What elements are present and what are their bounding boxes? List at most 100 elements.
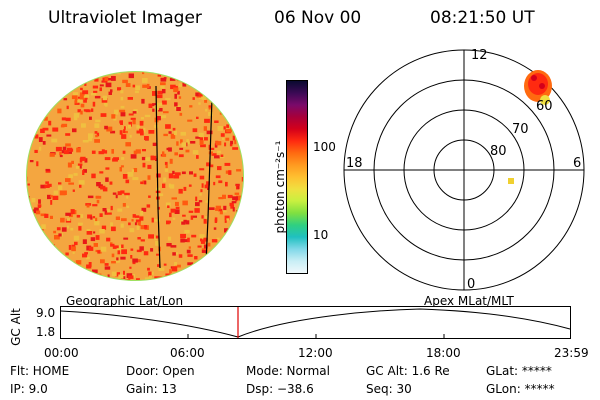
mlat-label-70: 70 — [512, 122, 529, 137]
speckle-pixel — [152, 91, 157, 96]
speckle-pixel — [229, 143, 233, 147]
speckle-pixel — [136, 278, 140, 280]
speckle-pixel — [51, 74, 57, 80]
speckle-pixel — [120, 223, 124, 228]
speckle-pixel — [49, 215, 53, 219]
speckle-pixel — [49, 153, 55, 157]
speckle-pixel — [59, 190, 66, 196]
speckle-pixel — [111, 261, 116, 264]
speckle-pixel — [86, 264, 92, 269]
speckle-pixel — [151, 217, 154, 223]
speckle-pixel — [199, 234, 205, 239]
speckle-pixel — [82, 253, 88, 258]
speckle-pixel — [119, 120, 122, 124]
speckle-pixel — [147, 175, 151, 180]
speckle-pixel — [249, 111, 250, 115]
xtick-0600: 06:00 — [170, 346, 205, 360]
speckle-pixel — [56, 227, 61, 231]
speckle-pixel — [160, 77, 167, 82]
speckle-pixel — [208, 207, 215, 210]
speckle-pixel — [133, 168, 138, 173]
speckle-pixel — [134, 90, 139, 94]
speckle-pixel — [139, 283, 142, 284]
speckle-pixel — [205, 108, 208, 112]
ytick-1-8: 1.8 — [36, 325, 56, 339]
speckle-pixel — [40, 184, 46, 189]
speckle-pixel — [30, 262, 33, 266]
speckle-pixel — [59, 73, 62, 78]
speckle-pixel — [120, 190, 125, 194]
speckle-pixel — [82, 170, 85, 175]
speckle-pixel — [94, 131, 98, 134]
speckle-pixel — [218, 77, 225, 80]
speckle-pixel — [157, 73, 161, 77]
speckle-pixel — [240, 241, 243, 247]
speckle-pixel — [29, 160, 34, 163]
speckle-pixel — [125, 142, 131, 147]
speckle-pixel — [34, 149, 38, 153]
speckle-pixel — [99, 171, 104, 174]
speckle-pixel — [141, 283, 147, 284]
speckle-pixel — [199, 193, 202, 196]
speckle-pixel — [148, 195, 151, 198]
speckle-pixel — [31, 198, 36, 203]
speckle-pixel — [174, 93, 177, 99]
speckle-pixel — [211, 239, 218, 243]
speckle-pixel — [218, 208, 222, 212]
speckle-pixel — [121, 134, 127, 139]
speckle-pixel — [94, 77, 99, 82]
speckle-pixel — [165, 164, 168, 169]
speckle-pixel — [228, 115, 234, 119]
speckle-pixel — [66, 105, 69, 110]
speckle-pixel — [249, 227, 250, 231]
speckle-pixel — [196, 95, 202, 98]
terminator-line-2 — [205, 97, 213, 264]
speckle-pixel — [223, 205, 227, 211]
speckle-pixel — [141, 156, 146, 161]
speckle-pixel — [76, 266, 80, 272]
speckle-pixel — [232, 207, 235, 212]
speckle-pixel — [123, 130, 128, 134]
speckle-pixel — [143, 251, 149, 256]
speckle-pixel — [247, 193, 250, 197]
speckle-pixel — [225, 170, 229, 174]
speckle-pixel — [216, 83, 223, 88]
speckle-pixel — [117, 208, 123, 212]
speckle-pixel — [162, 151, 165, 156]
speckle-pixel — [167, 236, 172, 241]
speckle-pixel — [94, 95, 101, 99]
speckle-pixel — [117, 249, 120, 255]
speckle-pixel — [241, 94, 243, 99]
speckle-pixel — [222, 194, 226, 199]
speckle-pixel — [132, 119, 136, 125]
speckle-pixel — [44, 87, 48, 93]
speckle-pixel — [43, 69, 46, 72]
speckle-pixel — [141, 207, 147, 212]
speckle-pixel — [244, 168, 250, 171]
speckle-pixel — [221, 86, 225, 89]
speckle-pixel — [227, 94, 233, 98]
speckle-pixel — [142, 149, 146, 152]
speckle-pixel — [119, 167, 122, 172]
speckle-pixel — [23, 275, 26, 279]
speckle-pixel — [213, 100, 219, 103]
info-gcalt: GC Alt: 1.6 Re — [366, 364, 450, 378]
speckle-pixel — [231, 266, 234, 271]
speckle-pixel — [205, 216, 209, 221]
speckle-pixel — [61, 150, 66, 154]
speckle-pixel — [86, 231, 93, 235]
speckle-pixel — [121, 249, 127, 255]
info-glon: GLon: ***** — [486, 382, 555, 396]
speckle-pixel — [119, 130, 123, 135]
speckle-pixel — [85, 256, 90, 260]
polar-plot: 12 18 6 0 60 70 80 — [343, 48, 585, 292]
speckle-pixel — [212, 85, 215, 91]
speckle-pixel — [37, 253, 40, 257]
speckle-pixel — [219, 211, 223, 215]
info-dsp: Dsp: −38.6 — [246, 382, 314, 396]
info-ip: IP: 9.0 — [10, 382, 48, 396]
speckle-pixel — [66, 282, 71, 284]
speckle-pixel — [110, 130, 116, 134]
speckle-pixel — [51, 138, 58, 143]
speckle-pixel — [244, 193, 248, 197]
